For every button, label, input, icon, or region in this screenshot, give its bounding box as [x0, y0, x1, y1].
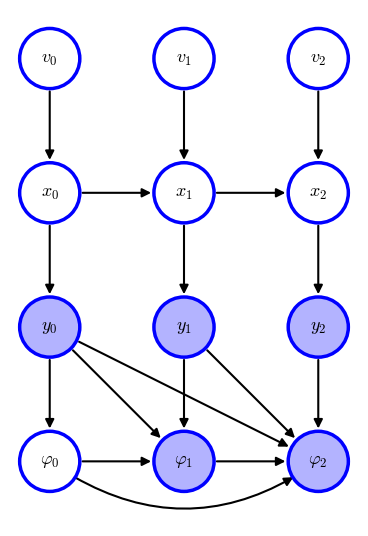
Text: $\varphi_2$: $\varphi_2$: [308, 452, 328, 471]
Text: $x_0$: $x_0$: [40, 184, 59, 202]
Circle shape: [288, 28, 348, 88]
Circle shape: [154, 163, 214, 223]
Circle shape: [154, 28, 214, 88]
Circle shape: [288, 431, 348, 492]
Circle shape: [288, 163, 348, 223]
Circle shape: [154, 431, 214, 492]
Text: $\varphi_0$: $\varphi_0$: [40, 452, 60, 471]
Text: $y_2$: $y_2$: [310, 318, 326, 336]
FancyArrowPatch shape: [75, 477, 291, 509]
Text: $x_1$: $x_1$: [175, 184, 193, 202]
Text: $y_1$: $y_1$: [176, 318, 192, 336]
Text: $v_1$: $v_1$: [176, 49, 192, 68]
Circle shape: [154, 297, 214, 357]
Text: $y_0$: $y_0$: [41, 318, 58, 336]
Text: $x_2$: $x_2$: [309, 184, 327, 202]
Circle shape: [288, 297, 348, 357]
Circle shape: [20, 28, 80, 88]
Text: $\varphi_1$: $\varphi_1$: [174, 452, 194, 471]
Text: $v_2$: $v_2$: [310, 49, 326, 68]
Text: $v_0$: $v_0$: [42, 49, 58, 68]
Circle shape: [20, 163, 80, 223]
Circle shape: [20, 431, 80, 492]
Circle shape: [20, 297, 80, 357]
